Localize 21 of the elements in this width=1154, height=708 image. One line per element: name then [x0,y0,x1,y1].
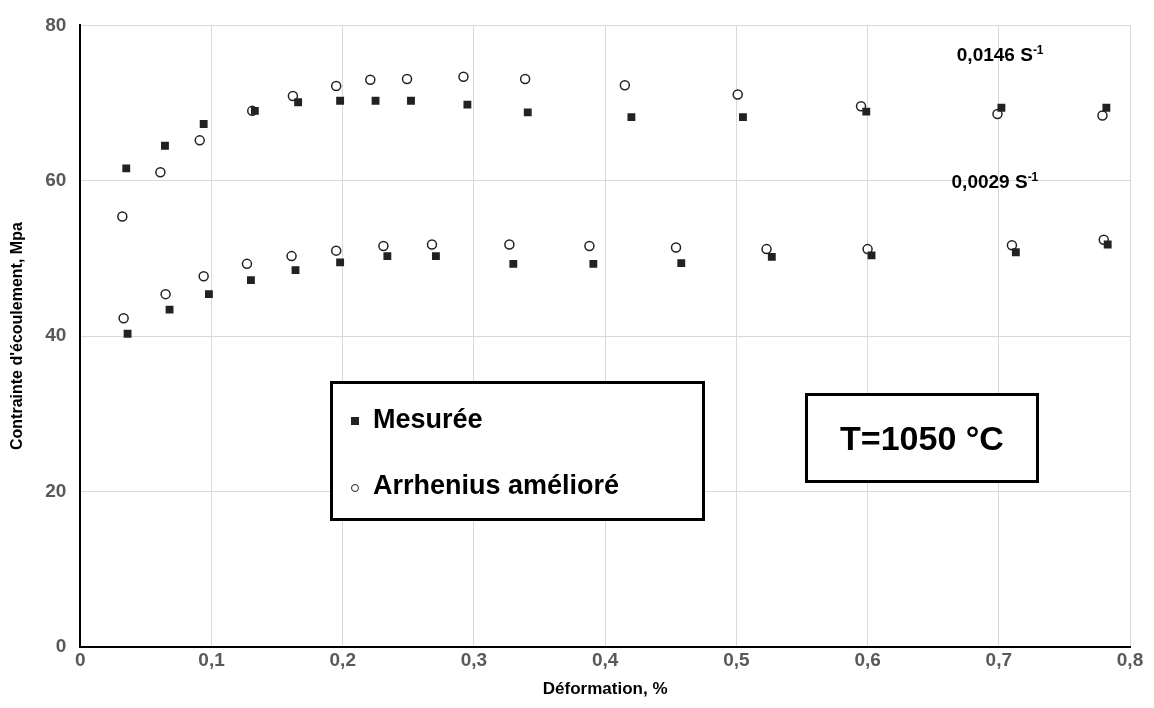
x-tick-label: 0,2 [329,649,356,671]
x-tick-label: 0,7 [985,649,1012,671]
y-tick-label: 40 [45,324,67,346]
x-tick-label: 0,4 [591,649,619,671]
x-tick-label: 0,6 [854,649,881,671]
y-tick-label: 0 [55,635,67,657]
y-tick-label: 20 [45,479,67,501]
y-tick-label: 80 [45,13,67,35]
x-tick-label: 0,3 [460,649,488,671]
legend-label: Arrhenius amélioré [373,470,620,500]
annotation: 0,0146 S$^{-1}$ [956,43,1044,66]
y-tick-label: 60 [45,168,67,190]
annotation: T=1050 °C [805,393,1039,483]
x-tick-label: 0,5 [723,649,751,671]
annotation: 0,0029 S$^{-1}$ [951,170,1039,193]
y-axis-title: Contrainte d'écoulement, Mpa [8,222,26,451]
x-tick-label: 0,8 [1116,649,1144,671]
x-axis-title: Déformation, % [542,679,668,699]
x-tick-label: 0,1 [198,649,226,671]
legend-label: Mesurée [373,404,483,434]
x-tick-label: 0 [75,649,86,671]
